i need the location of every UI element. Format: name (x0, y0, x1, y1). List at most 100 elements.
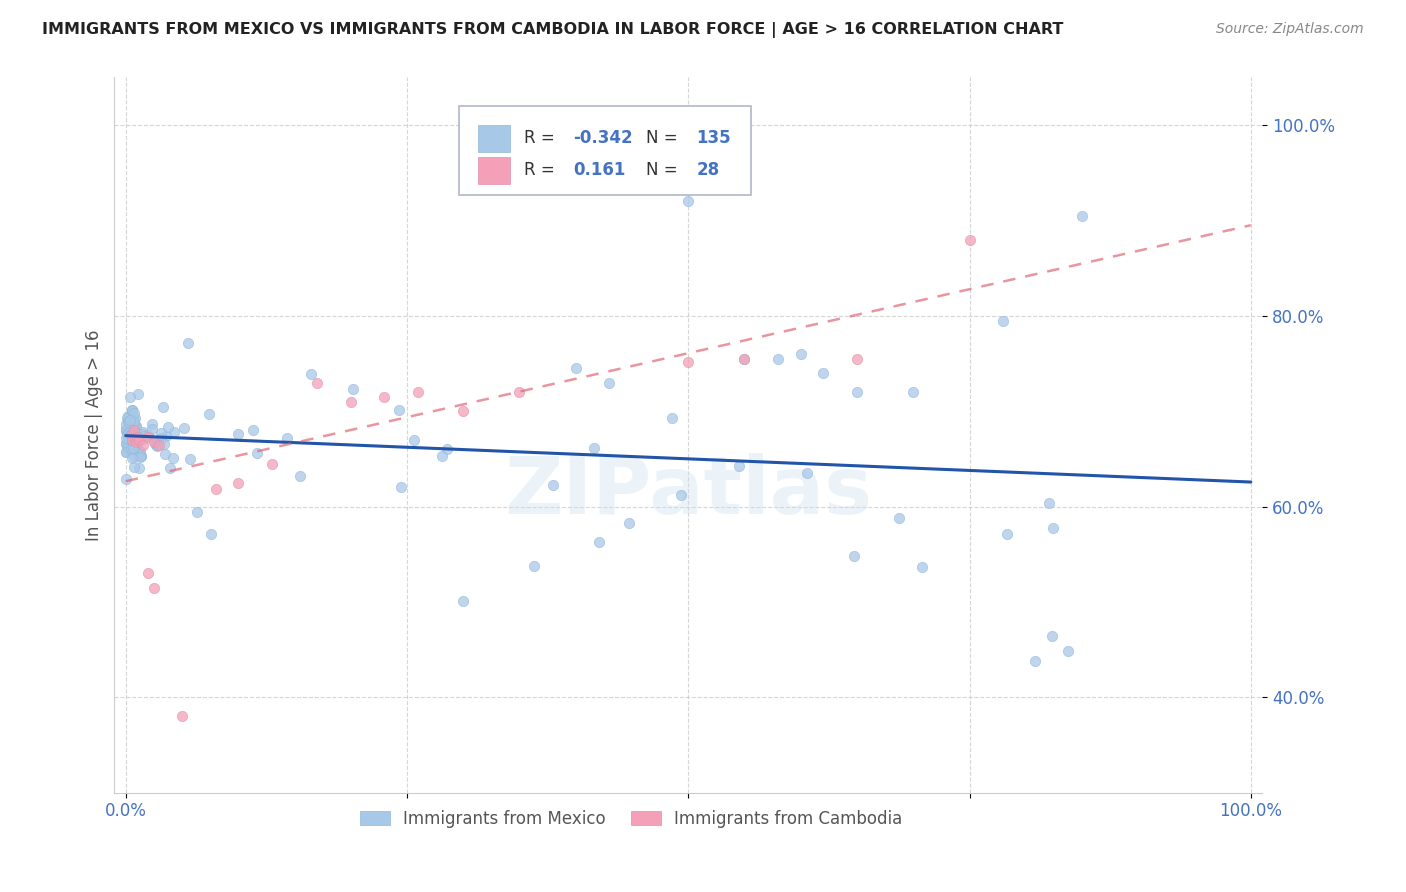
Point (118, 390, 141, 404)
Point (115, 417, 138, 431)
Point (523, 558, 546, 573)
Point (598, 376, 620, 390)
Point (226, 427, 249, 442)
Point (173, 421, 195, 435)
Point (152, 400, 174, 414)
Text: ZIPatlas: ZIPatlas (505, 453, 872, 532)
Point (583, 441, 606, 455)
Point (127, 387, 149, 401)
Point (676, 354, 699, 368)
Point (163, 425, 186, 439)
Point (114, 422, 136, 436)
Point (117, 414, 139, 428)
Point (124, 459, 146, 474)
Point (339, 394, 361, 409)
Point (118, 431, 141, 445)
Point (887, 511, 910, 525)
Point (125, 419, 148, 434)
Point (796, 467, 818, 481)
Point (120, 437, 142, 451)
Point (117, 441, 139, 455)
Point (846, 351, 869, 366)
Point (402, 433, 425, 447)
Point (115, 436, 138, 450)
Text: 0.161: 0.161 (574, 161, 626, 179)
Point (117, 429, 139, 443)
Point (159, 461, 181, 475)
Point (120, 428, 142, 442)
Point (121, 427, 143, 442)
Point (846, 385, 869, 400)
Text: 135: 135 (696, 129, 731, 147)
FancyBboxPatch shape (478, 125, 510, 152)
Point (200, 526, 222, 541)
Point (342, 382, 364, 396)
Point (122, 439, 145, 453)
Point (451, 594, 474, 608)
Point (136, 428, 159, 442)
Point (156, 420, 179, 434)
Point (122, 417, 145, 431)
Point (121, 450, 143, 465)
Point (204, 483, 226, 497)
Point (145, 435, 167, 450)
Point (128, 450, 150, 464)
Point (122, 441, 145, 455)
Point (121, 402, 143, 417)
Point (149, 425, 172, 440)
Text: -0.342: -0.342 (574, 129, 633, 147)
Point (617, 516, 640, 530)
Text: N =: N = (645, 129, 683, 147)
Point (276, 431, 298, 445)
Point (122, 414, 145, 428)
Point (131, 437, 153, 451)
FancyBboxPatch shape (478, 157, 510, 184)
Point (136, 430, 159, 444)
Point (141, 422, 163, 436)
Point (129, 444, 152, 458)
Text: N =: N = (645, 161, 683, 179)
Point (299, 368, 322, 382)
Point (155, 429, 177, 443)
Point (993, 313, 1015, 327)
Point (842, 549, 865, 563)
Point (143, 436, 166, 450)
Point (136, 566, 159, 581)
Point (121, 404, 143, 418)
Point (148, 437, 170, 451)
Point (132, 429, 155, 443)
Point (129, 449, 152, 463)
Point (122, 449, 145, 463)
Point (197, 407, 219, 421)
Point (676, 194, 699, 209)
Point (121, 432, 143, 446)
Point (131, 427, 153, 442)
Point (124, 426, 146, 441)
Point (117, 426, 139, 441)
Point (122, 430, 145, 444)
Point (728, 459, 751, 474)
Point (115, 411, 138, 425)
Point (150, 431, 173, 445)
Point (588, 535, 610, 549)
Point (120, 442, 142, 456)
Point (125, 418, 148, 433)
Point (734, 351, 756, 366)
Point (179, 451, 201, 466)
Point (118, 415, 141, 429)
Point (671, 488, 693, 502)
Point (226, 475, 249, 490)
Point (117, 409, 139, 423)
Point (115, 445, 138, 459)
Point (260, 457, 283, 471)
Point (128, 445, 150, 459)
FancyBboxPatch shape (458, 106, 751, 195)
Point (115, 437, 138, 451)
Legend: Immigrants from Mexico, Immigrants from Cambodia: Immigrants from Mexico, Immigrants from … (353, 803, 908, 834)
Point (117, 433, 139, 447)
Point (432, 449, 454, 463)
Point (290, 469, 312, 483)
Point (145, 438, 167, 452)
Point (127, 437, 149, 451)
Point (124, 437, 146, 451)
